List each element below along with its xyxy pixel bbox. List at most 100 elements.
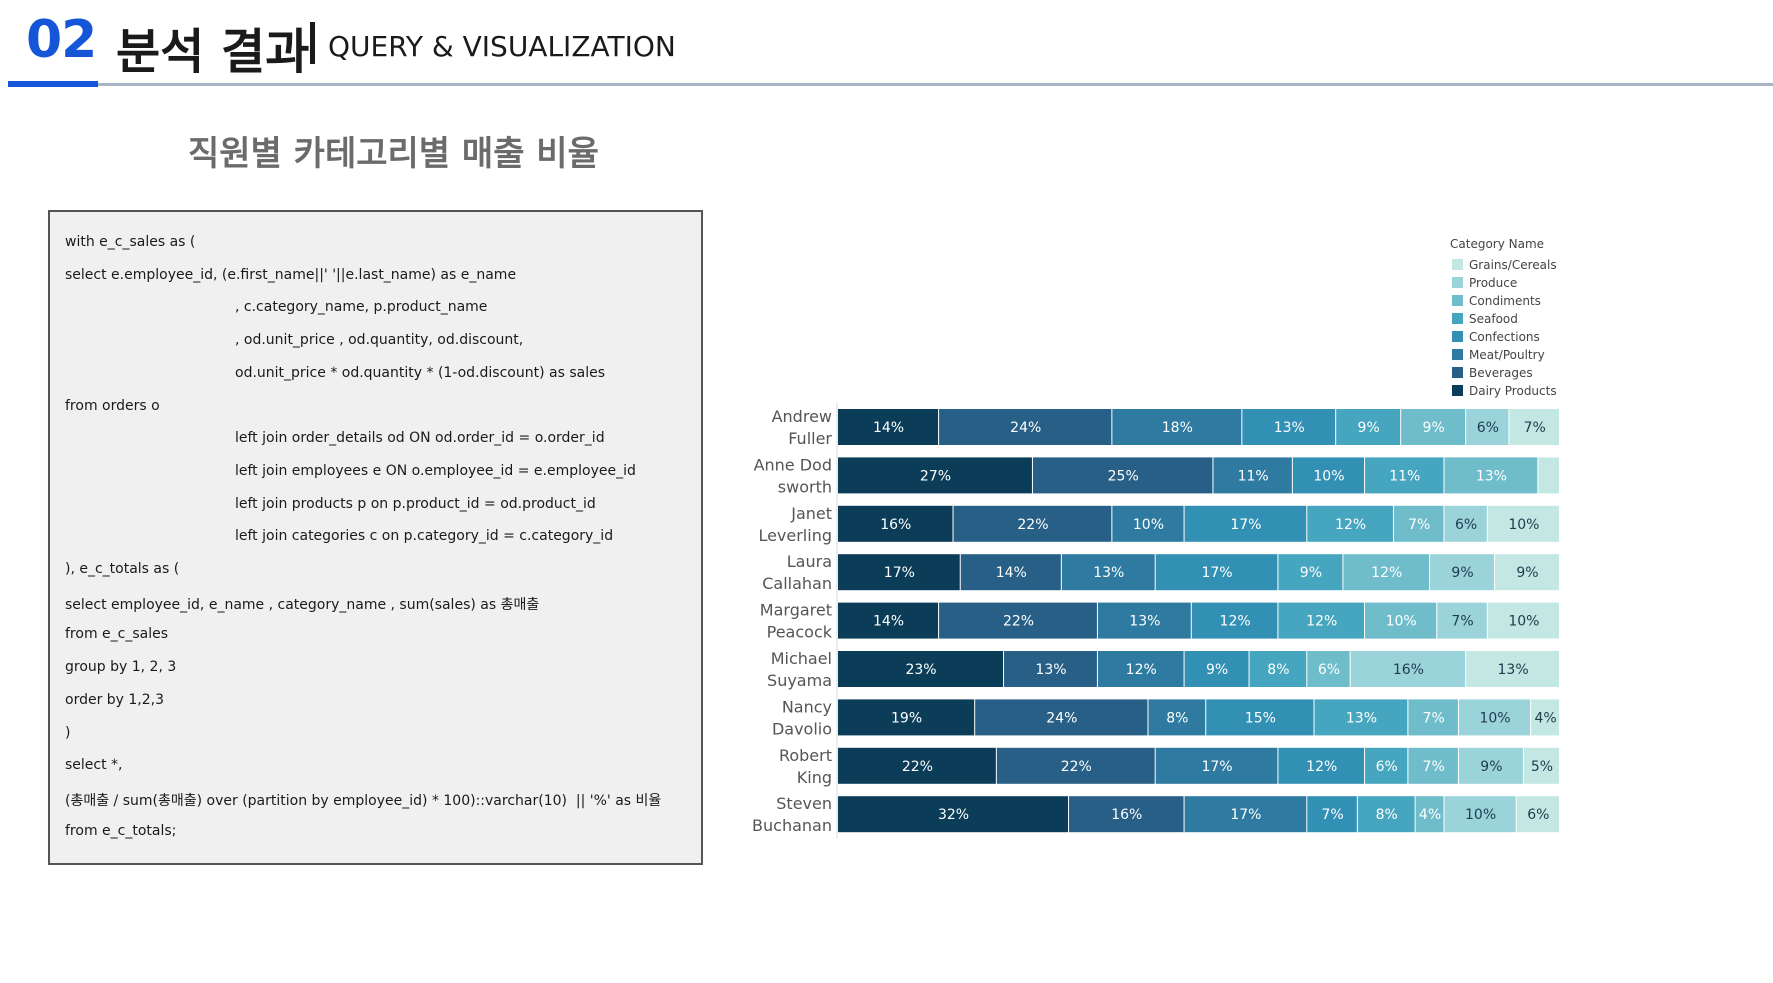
legend-item: Dairy Products <box>1469 384 1557 398</box>
bar-segment <box>1336 409 1401 445</box>
bar-segment <box>975 699 1148 736</box>
data-label: 17% <box>1201 565 1232 581</box>
bar-segment <box>838 554 960 591</box>
bar-segment <box>1278 747 1365 784</box>
bar-segment <box>939 602 1097 639</box>
bar-segment <box>1278 554 1343 591</box>
bar-segment <box>1148 699 1206 736</box>
data-label: 7% <box>1321 807 1343 823</box>
code-line: od.unit_price * od.quantity * (1-od.disc… <box>235 364 605 381</box>
bar-segment <box>1032 457 1213 494</box>
bar-segment <box>1523 747 1559 784</box>
bar-segment <box>1292 457 1365 494</box>
data-label: 12% <box>1371 565 1402 581</box>
bar-segment <box>1350 651 1466 687</box>
data-label: 10% <box>1465 807 1496 823</box>
category-label: Callahan <box>762 574 832 593</box>
bar-segment <box>1242 409 1336 445</box>
data-label: 7% <box>1451 614 1473 630</box>
data-label: 8% <box>1376 807 1398 823</box>
bar-segment <box>1307 651 1350 687</box>
stacked-bar-chart: 14% 24% 18% 13% 9% 9% 6% 7% Andrew Fuller 27% 25% 11… <box>752 237 1559 839</box>
bar-segment <box>1249 651 1307 687</box>
bar-segment <box>1365 602 1437 639</box>
data-label: 17% <box>1230 807 1261 823</box>
data-label: 9% <box>1300 565 1322 581</box>
data-label: 4% <box>1419 807 1441 823</box>
category-label: Laura <box>787 552 832 571</box>
category-label: Janet <box>790 504 832 523</box>
bar-segment <box>1466 651 1559 687</box>
legend-swatch <box>1452 259 1463 270</box>
code-line: ), e_c_totals as ( <box>65 561 180 577</box>
data-label: 13% <box>1498 662 1529 678</box>
data-label: 12% <box>1126 662 1157 678</box>
bar-segment <box>1430 554 1495 591</box>
code-line: select *, <box>65 757 123 774</box>
category-label: Nancy <box>782 697 832 716</box>
data-label: 6% <box>1376 759 1398 775</box>
data-label: 13% <box>1129 614 1160 630</box>
code-line: left join products p on p.product_id = o… <box>235 495 596 512</box>
bar-segment <box>1444 796 1516 833</box>
header-rule <box>96 83 1773 86</box>
bar-segment <box>1458 747 1523 784</box>
bar-segment <box>1365 457 1444 494</box>
data-label: 10% <box>1386 614 1417 630</box>
legend-item: Confections <box>1469 330 1540 344</box>
data-label: 22% <box>1061 759 1092 775</box>
data-label: 12% <box>1306 759 1337 775</box>
data-label: 22% <box>902 759 933 775</box>
bar-segment <box>1487 602 1559 639</box>
data-label: 10% <box>1508 517 1539 533</box>
code-line: ) <box>65 724 71 741</box>
bar-segment <box>1206 699 1314 736</box>
title-separator <box>310 22 315 64</box>
bar-segment <box>838 505 953 542</box>
bar-segment <box>1097 602 1191 639</box>
code-line: group by 1, 2, 3 <box>65 659 177 676</box>
bar-segment <box>1408 747 1458 784</box>
category-label: Buchanan <box>752 816 832 835</box>
data-label: 27% <box>920 468 951 484</box>
bar-segment <box>1365 747 1408 784</box>
data-label: 13% <box>1035 662 1066 678</box>
data-label: 6% <box>1527 807 1549 823</box>
data-label: 24% <box>1010 420 1041 436</box>
code-line: , c.category_name, p.product_name <box>235 299 488 316</box>
bar-segment <box>1112 409 1242 445</box>
bar-segment <box>1184 505 1307 542</box>
legend-swatch <box>1452 367 1463 378</box>
data-label: 17% <box>1201 759 1232 775</box>
bar-segment <box>1314 699 1408 736</box>
section-number: 02 <box>26 10 97 70</box>
data-label: 23% <box>905 662 936 678</box>
bar-segment <box>1307 796 1357 833</box>
data-label: 14% <box>996 565 1027 581</box>
data-label: 15% <box>1245 710 1276 726</box>
data-label: 9% <box>1423 420 1445 436</box>
legend-swatch <box>1452 349 1463 360</box>
category-label: Steven <box>776 794 832 813</box>
data-label: 13% <box>1476 468 1507 484</box>
data-label: 8% <box>1166 710 1188 726</box>
bar-segment <box>1112 505 1184 542</box>
bar-segment <box>939 409 1112 445</box>
bar-segment <box>1437 602 1487 639</box>
legend-item: Condiments <box>1469 294 1541 308</box>
legend-swatch <box>1452 295 1463 306</box>
data-label: 10% <box>1133 517 1164 533</box>
code-line: left join categories c on p.category_id … <box>235 528 614 545</box>
data-label: 4% <box>1534 710 1556 726</box>
bar-segment <box>1213 457 1292 494</box>
data-label: 9% <box>1480 759 1502 775</box>
data-label: 5% <box>1531 759 1553 775</box>
code-line: order by 1,2,3 <box>65 691 165 708</box>
bar-segment <box>1004 651 1097 687</box>
header-rule-accent <box>8 81 98 87</box>
data-label: 14% <box>873 420 904 436</box>
data-label: 13% <box>1093 565 1124 581</box>
data-label: 10% <box>1479 710 1510 726</box>
data-label: 16% <box>880 517 911 533</box>
code-line: select employee_id, e_name , category_na… <box>65 596 540 613</box>
